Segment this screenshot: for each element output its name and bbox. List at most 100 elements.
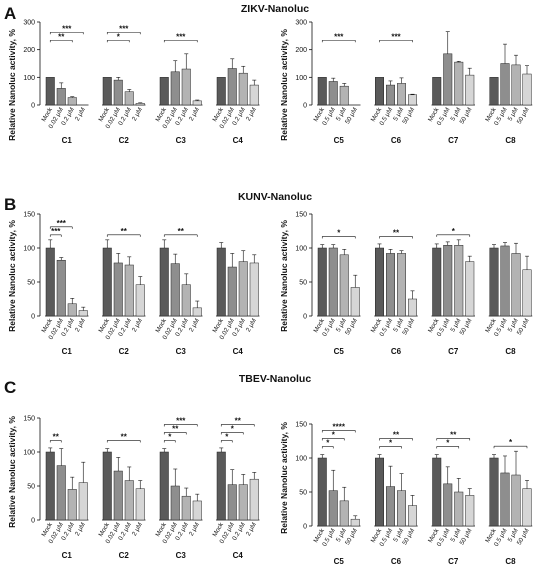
- bar: [511, 253, 521, 317]
- bar: [500, 63, 510, 106]
- y-tick-label: 0: [303, 524, 307, 531]
- y-tick-label: 100: [295, 456, 307, 463]
- significance-label: **: [450, 430, 457, 439]
- bar: [339, 85, 349, 106]
- panel-letter-a: A: [4, 4, 16, 23]
- y-tick-label: 150: [295, 212, 307, 219]
- group-label: C6: [391, 557, 402, 566]
- group-label: C5: [334, 347, 345, 356]
- dose-label: 2 μM: [74, 318, 87, 334]
- significance-label: **: [121, 227, 128, 236]
- significance-label: ***: [334, 32, 344, 41]
- group-label: C2: [119, 347, 130, 356]
- group-label: C8: [505, 557, 516, 566]
- bar: [67, 489, 77, 521]
- significance-label: *: [332, 430, 336, 439]
- group-label: C4: [233, 551, 244, 560]
- group-label: C7: [448, 347, 459, 356]
- bar: [489, 77, 499, 106]
- bar: [408, 94, 417, 106]
- bar: [45, 247, 55, 317]
- group-label: C8: [505, 136, 516, 145]
- bar: [135, 488, 145, 521]
- bar: [386, 84, 395, 106]
- significance-label: ***: [391, 32, 401, 41]
- bar: [317, 457, 327, 527]
- bar: [328, 247, 338, 317]
- dose-label: 2 μM: [188, 318, 201, 334]
- dose-label: 2 μM: [131, 522, 144, 538]
- bar: [375, 77, 384, 106]
- bar: [159, 247, 169, 317]
- panel-title-b: KUNV-Nanoluc: [238, 191, 312, 203]
- significance-label: *: [452, 227, 456, 236]
- y-tick-label: 300: [23, 20, 35, 27]
- significance-label: ***: [176, 32, 186, 41]
- group-label: C1: [62, 347, 73, 356]
- bar: [522, 73, 532, 106]
- panel-letter-b: B: [4, 195, 16, 214]
- y-tick-label: 200: [23, 47, 35, 54]
- bar: [339, 254, 349, 317]
- bar: [443, 245, 453, 317]
- y-tick-label: 100: [295, 246, 307, 253]
- group-label: C1: [62, 551, 73, 560]
- bar: [181, 284, 191, 317]
- bar: [238, 484, 248, 521]
- dose-label: 2 μM: [74, 107, 87, 123]
- bar: [500, 245, 510, 317]
- panel-title-a: ZIKV-Nanoluc: [241, 3, 309, 15]
- bar: [489, 457, 499, 527]
- significance-label: ***: [62, 24, 72, 33]
- significance-label: **: [235, 416, 242, 425]
- y-tick-label: 50: [299, 280, 307, 287]
- bar: [249, 478, 259, 521]
- bar: [192, 500, 202, 521]
- bar: [465, 74, 475, 106]
- bar: [375, 247, 384, 317]
- dose-label: 2 μM: [131, 318, 144, 334]
- significance-label: **: [393, 430, 400, 439]
- bar: [227, 266, 237, 317]
- y-tick-label: 0: [31, 518, 35, 525]
- significance-label: *: [509, 438, 513, 447]
- bar: [350, 287, 360, 317]
- bar: [238, 261, 248, 317]
- bar: [432, 77, 442, 106]
- bar: [216, 247, 226, 317]
- group-label: C3: [176, 347, 187, 356]
- bar: [102, 247, 112, 317]
- bar: [386, 486, 395, 527]
- y-tick-label: 150: [295, 422, 307, 429]
- y-tick-label: 100: [23, 246, 35, 253]
- y-tick-label: 300: [295, 20, 307, 27]
- group-label: C2: [119, 136, 130, 145]
- y-tick-label: 0: [31, 314, 35, 321]
- group-label: C3: [176, 136, 187, 145]
- significance-label: **: [121, 432, 128, 441]
- group-label: C1: [62, 136, 73, 145]
- y-tick-label: 50: [27, 280, 35, 287]
- bar: [511, 64, 521, 106]
- bar: [432, 457, 442, 527]
- bar: [216, 77, 226, 106]
- significance-label: *: [446, 438, 450, 447]
- bar: [45, 77, 55, 106]
- bar: [45, 451, 55, 521]
- y-tick-label: 50: [299, 490, 307, 497]
- y-tick-label: 100: [23, 75, 35, 82]
- significance-label: *: [117, 32, 121, 41]
- bar: [56, 259, 66, 317]
- bar: [328, 81, 338, 106]
- bar: [192, 100, 202, 106]
- group-label: C6: [391, 136, 402, 145]
- dose-label: 2 μM: [245, 522, 258, 538]
- significance-label: *: [225, 432, 229, 441]
- ylabel-b-left: Relative Nanoluc activity, %: [7, 220, 17, 332]
- bar: [159, 451, 169, 521]
- bar: [124, 91, 134, 106]
- ylabel-c-right: Relative Nanoluc activity, %: [279, 422, 289, 534]
